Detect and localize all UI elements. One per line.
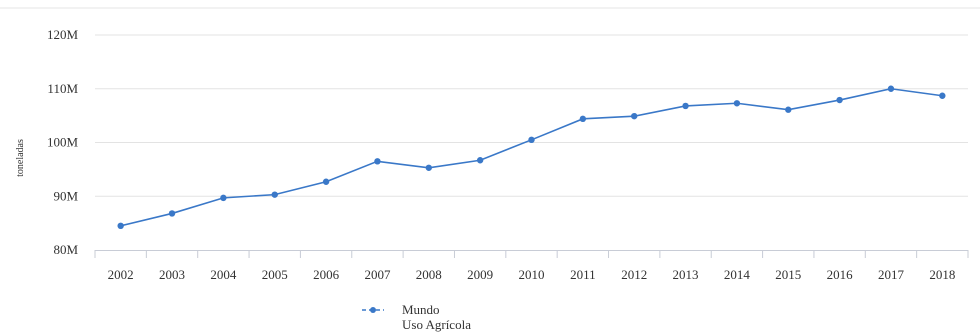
y-tick-label: 100M	[47, 135, 79, 150]
data-point[interactable]	[271, 191, 278, 198]
data-point[interactable]	[168, 210, 176, 217]
data-point[interactable]	[374, 158, 381, 165]
data-point[interactable]	[425, 164, 432, 171]
data-point[interactable]	[117, 222, 124, 230]
legend[interactable]: Mundo Uso Agrícola	[362, 302, 471, 332]
data-point[interactable]	[785, 106, 792, 113]
data-point[interactable]	[579, 115, 587, 123]
x-tick-label: 2002	[108, 267, 134, 282]
y-tick-label: 90M	[53, 188, 78, 203]
y-tick-label: 80M	[53, 242, 78, 257]
y-tick-label: 110M	[47, 81, 78, 96]
x-axis-ticks: 2002 2003 2004 2005 2006 2007 2008 2009 2010 2011…	[94, 250, 969, 282]
x-tick-label: 2014	[724, 267, 751, 282]
data-point[interactable]	[836, 96, 843, 104]
data-point[interactable]	[887, 85, 895, 92]
data-point[interactable]	[322, 178, 330, 185]
legend-marker	[370, 307, 376, 313]
x-tick-label: 2012	[621, 267, 647, 282]
x-tick-label: 2005	[262, 267, 288, 282]
x-tick-label: 2009	[467, 267, 493, 282]
x-tick-label: 2016	[827, 267, 854, 282]
x-tick-label: 2004	[210, 267, 237, 282]
x-tick-label: 2018	[929, 267, 955, 282]
x-tick-label: 2008	[416, 267, 442, 282]
data-point[interactable]	[631, 112, 638, 120]
data-point[interactable]	[528, 136, 535, 144]
data-point[interactable]	[733, 100, 741, 107]
y-tick-label: 120M	[47, 27, 79, 42]
y-axis-label: toneladas	[15, 139, 26, 177]
legend-label-mundo[interactable]: Mundo	[402, 302, 440, 317]
series-line	[120, 87, 943, 227]
legend-label-uso-agricola[interactable]: Uso Agrícola	[402, 317, 471, 332]
x-tick-label: 2011	[570, 267, 596, 282]
y-axis-ticks: 80M 90M 100M 110M 120M	[47, 27, 79, 257]
x-tick-label: 2003	[159, 267, 185, 282]
x-tick-label: 2010	[519, 267, 545, 282]
data-point[interactable]	[220, 194, 227, 202]
x-tick-label: 2007	[364, 267, 391, 282]
data-point[interactable]	[682, 102, 689, 110]
x-tick-label: 2006	[313, 267, 340, 282]
series-mundo[interactable]	[117, 85, 946, 230]
grid-lines	[95, 34, 968, 197]
x-tick-label: 2017	[878, 267, 905, 282]
x-tick-label: 2013	[673, 267, 699, 282]
data-point[interactable]	[939, 92, 946, 99]
x-tick-label: 2015	[775, 267, 801, 282]
data-point[interactable]	[476, 157, 484, 164]
